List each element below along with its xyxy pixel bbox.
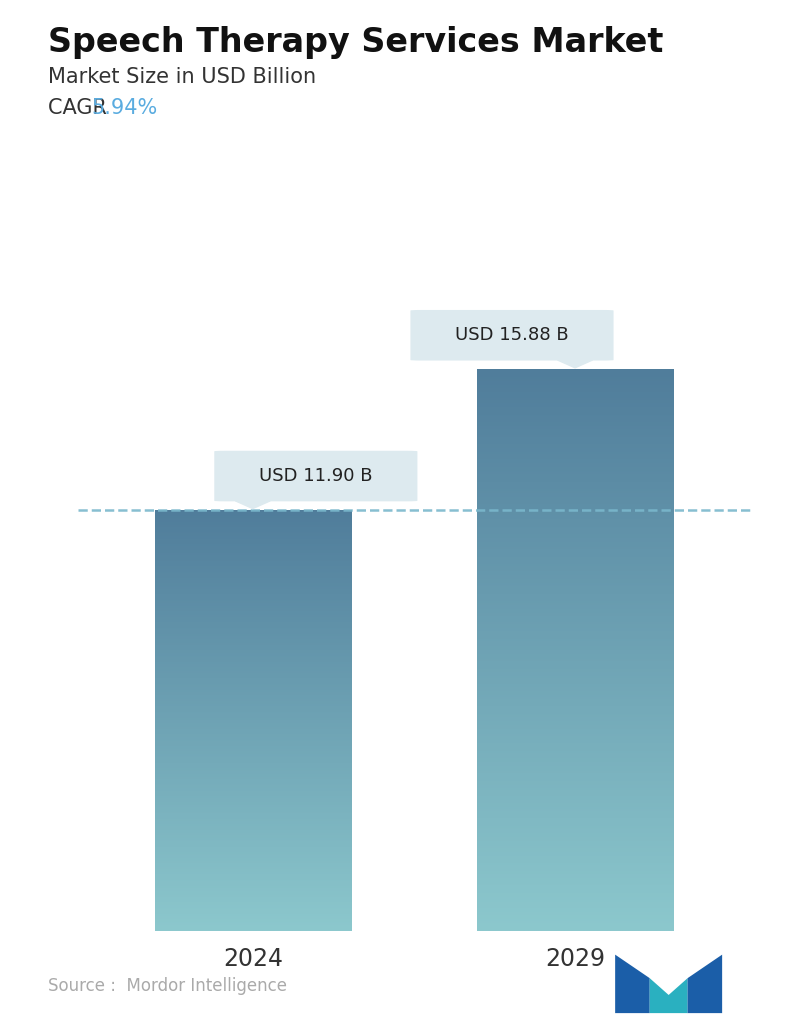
FancyBboxPatch shape xyxy=(411,310,614,361)
Text: USD 15.88 B: USD 15.88 B xyxy=(455,327,569,344)
FancyBboxPatch shape xyxy=(214,451,417,501)
Text: Source :  Mordor Intelligence: Source : Mordor Intelligence xyxy=(48,977,287,995)
Text: USD 11.90 B: USD 11.90 B xyxy=(259,467,373,485)
Polygon shape xyxy=(688,954,722,1013)
Polygon shape xyxy=(615,954,650,1013)
Text: 5.94%: 5.94% xyxy=(92,98,158,118)
Polygon shape xyxy=(650,978,688,1013)
Polygon shape xyxy=(557,360,592,368)
Text: CAGR: CAGR xyxy=(48,98,113,118)
Polygon shape xyxy=(236,500,271,509)
Text: Speech Therapy Services Market: Speech Therapy Services Market xyxy=(48,26,663,59)
Text: Market Size in USD Billion: Market Size in USD Billion xyxy=(48,67,316,87)
